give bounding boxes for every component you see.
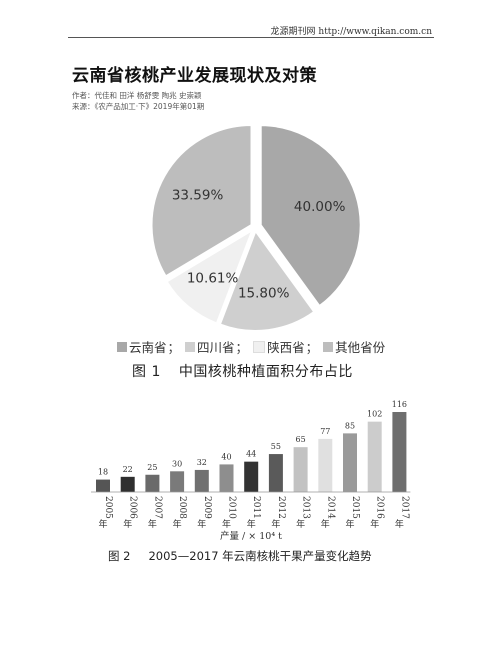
legend-separator: ； [167, 340, 181, 355]
bar-value-label: 44 [246, 450, 256, 459]
x-tick-label: 2010 [227, 496, 237, 519]
article-title: 云南省核桃产业发展现状及对策 [72, 66, 317, 86]
legend-label: 陕西省 [267, 340, 305, 355]
bar [268, 454, 283, 492]
x-tick-label: 2008 [177, 496, 187, 519]
bar-value-label: 85 [345, 421, 355, 430]
x-tick-suffix: 年 [148, 518, 157, 530]
pie-chart: 40.00% 15.80% 10.61% 33.59% [100, 113, 420, 388]
figure2-title: 2005—2017 年云南核桃干果产量变化趋势 [148, 549, 372, 563]
pie-slice-label: 40.00% [294, 199, 346, 215]
x-tick-suffix: 年 [296, 518, 305, 530]
legend-swatch [323, 341, 334, 352]
pie-slice [150, 124, 253, 278]
x-tick-label: 2011 [251, 496, 261, 519]
site-header: 龙源期刊网 http://www.qikan.com.cn [0, 0, 502, 38]
legend-separator: ； [305, 340, 319, 355]
bar [293, 447, 308, 492]
bar [392, 412, 407, 492]
bar-value-label: 18 [98, 468, 108, 477]
x-tick-suffix: 年 [222, 518, 231, 530]
x-tick-label: 2015 [350, 496, 360, 519]
pie-legend: 云南省；四川省；陕西省；其他省份 [117, 337, 385, 356]
x-tick-label: 2014 [325, 496, 335, 519]
legend-swatch [185, 341, 196, 352]
legend-label: 其他省份 [335, 340, 386, 355]
figure1-number: 图 1 [132, 364, 161, 380]
legend-swatch [117, 341, 127, 352]
bar-value-label: 22 [123, 465, 133, 474]
x-tick-suffix: 年 [173, 518, 182, 530]
bar-value-label: 40 [221, 452, 231, 461]
pie-slice-label: 15.80% [238, 285, 290, 301]
bar [170, 471, 185, 492]
pie-slice [165, 227, 255, 325]
x-tick-suffix: 年 [395, 518, 404, 530]
x-tick-label: 2007 [152, 496, 162, 519]
article-source: 来源：《农产品加工·下》2019年第01期 [72, 102, 205, 111]
bar-value-label: 55 [271, 442, 281, 451]
bar [367, 421, 382, 492]
x-tick-label: 2005 [103, 496, 113, 519]
x-tick-suffix: 年 [271, 518, 280, 530]
bar-chart: 18 2005 年 22 2006 年 25 2007 年 30 2008 年 32 2009 年 40 201… [86, 388, 416, 543]
x-tick-suffix: 年 [197, 518, 206, 530]
bar-value-label: 65 [296, 435, 306, 444]
bar [96, 479, 110, 492]
pie-slice [259, 124, 362, 308]
legend-separator: ； [235, 340, 249, 355]
bar-value-label: 25 [147, 463, 157, 472]
figure1-title: 中国核桃种植面积分布占比 [178, 364, 353, 380]
x-tick-suffix: 年 [345, 518, 354, 530]
bar-value-label: 102 [367, 410, 382, 419]
bar-value-label: 77 [320, 427, 330, 436]
x-tick-label: 2013 [301, 496, 311, 519]
figure2-caption: 图 2 2005—2017 年云南核桃干果产量变化趋势 [108, 548, 372, 564]
figure1-caption: 图 1 中国核桃种植面积分布占比 [132, 361, 353, 381]
site-header-text: 龙源期刊网 http://www.qikan.com.cn [270, 27, 432, 37]
pie-slice [218, 228, 316, 332]
article-authors: 作者：代佳和 田洋 杨舒雯 陶兆 史崇颖 [72, 91, 202, 100]
x-tick-label: 2009 [202, 496, 212, 519]
x-tick-suffix: 年 [321, 518, 330, 530]
header-rule [68, 37, 434, 38]
pie-slice-label: 10.61% [187, 271, 239, 287]
x-tick-suffix: 年 [247, 518, 256, 530]
bar [219, 464, 234, 492]
legend-label: 云南省 [129, 340, 167, 355]
x-tick-suffix: 年 [123, 518, 132, 530]
bar [194, 469, 209, 492]
figure2-number: 图 2 [108, 549, 131, 563]
pie-slice-label: 33.59% [172, 187, 224, 203]
x-tick-label: 2016 [375, 496, 385, 519]
legend-swatch [253, 340, 266, 353]
bar [343, 433, 357, 492]
bar [318, 438, 333, 492]
bar-value-label: 32 [197, 458, 207, 467]
x-tick-label: 2012 [276, 496, 286, 519]
x-tick-label: 2017 [399, 496, 409, 519]
pie-chart-svg: 40.00% 15.80%10.61% 33.59% [150, 124, 362, 332]
x-tick-suffix: 年 [370, 518, 379, 530]
legend-label: 四川省 [197, 340, 235, 355]
bar-chart-svg: 182005年222006年252007年302008年322009年40201… [91, 400, 411, 542]
x-tick-suffix: 年 [98, 518, 107, 530]
bar [120, 476, 135, 492]
x-axis-label: 产量 / × 10⁴ t [220, 530, 282, 542]
bar-value-label: 30 [172, 459, 182, 468]
bar [145, 474, 160, 492]
bar [244, 461, 259, 492]
bar-value-label: 116 [392, 400, 407, 409]
x-tick-label: 2006 [128, 496, 138, 519]
